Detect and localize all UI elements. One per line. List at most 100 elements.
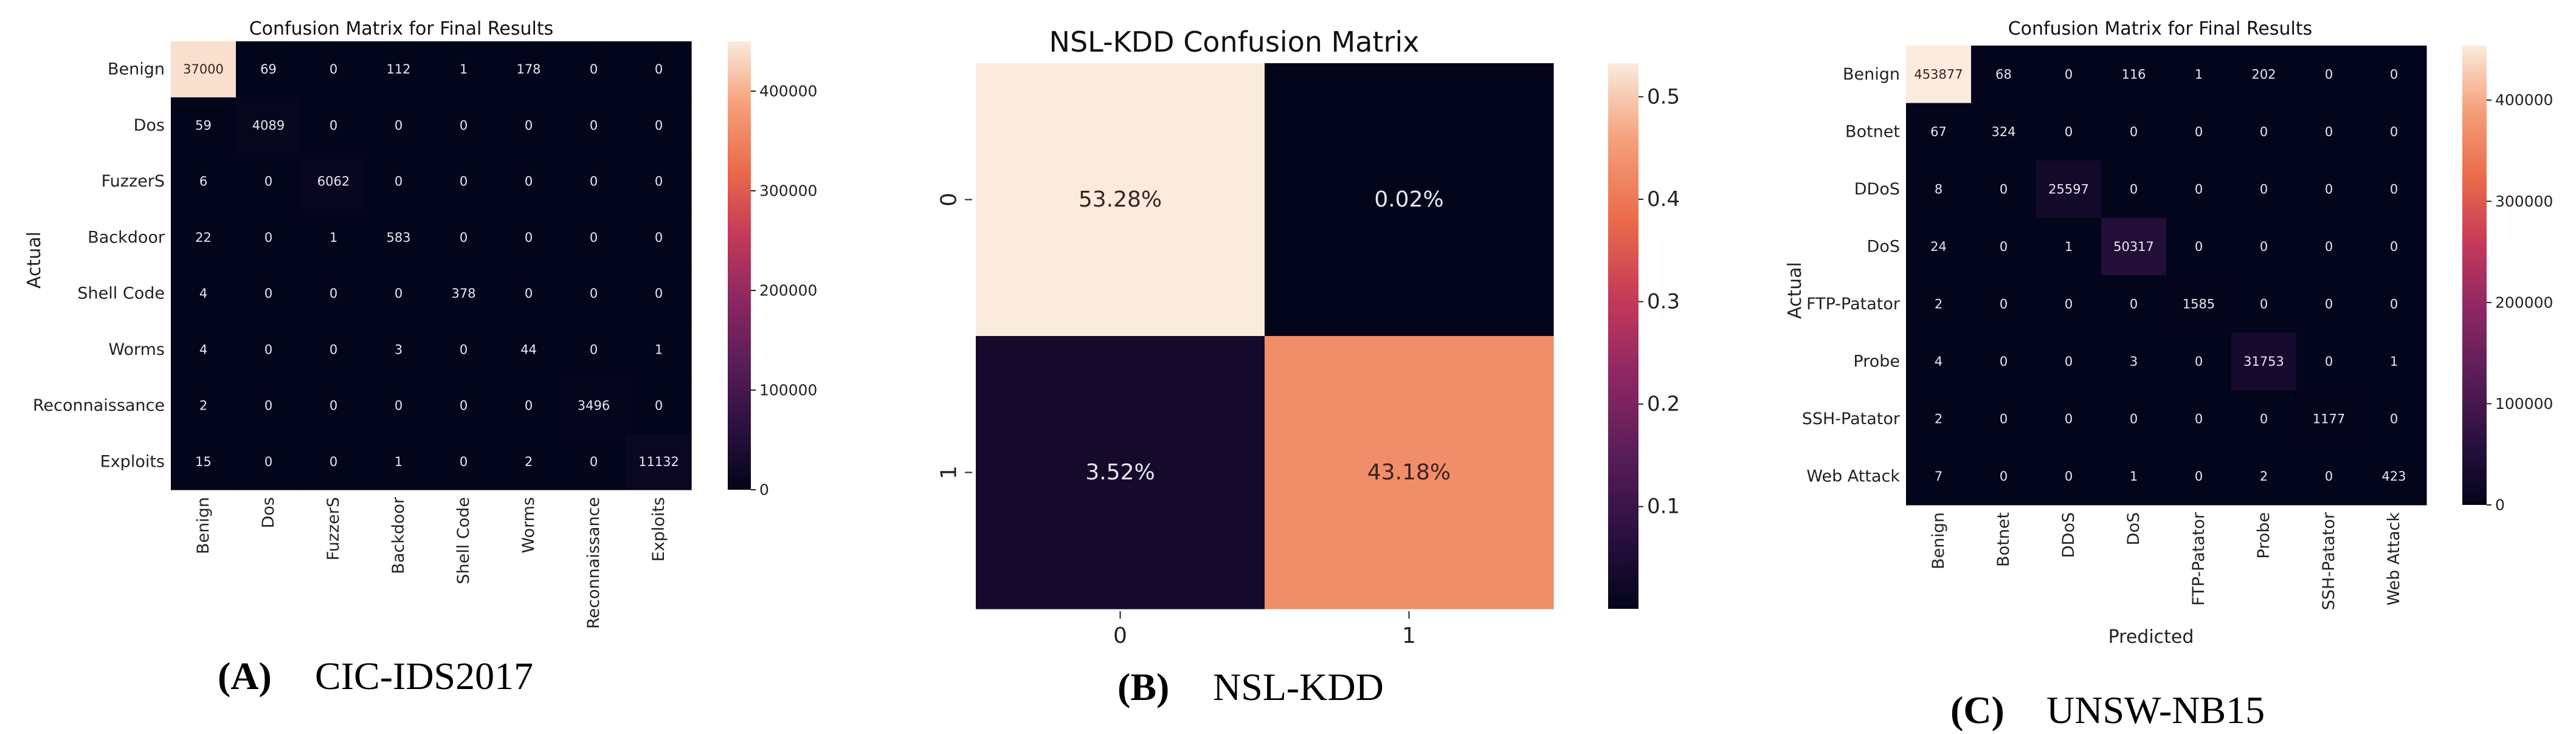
panel-a-colorbar-tick-label: 300000 [759, 182, 817, 200]
panel-a-row-label: Benign [108, 60, 165, 79]
panel-c-cell [2101, 275, 2167, 334]
panel-c-cell [1906, 103, 1972, 161]
panel-a-cell-value: 0 [655, 174, 663, 189]
panel-c-row-label: Probe [1853, 352, 1900, 371]
panel-c-cell-value: 453877 [1914, 67, 1963, 81]
panel-a-cell [171, 209, 237, 266]
panel-c-cell [2361, 103, 2427, 161]
panel-a-col-label: Worms [519, 497, 538, 554]
panel-c-row-label: Web Attack [1806, 467, 1900, 485]
panel-a-cell [626, 97, 692, 154]
panel-a-caption-letter: (A) [218, 654, 272, 698]
panel-c-cell-value: 0 [2130, 297, 2138, 311]
panel-b-cell-value: 0.02% [1374, 187, 1443, 212]
panel-c-cell [2361, 46, 2427, 104]
panel-a-row-label: Dos [134, 116, 165, 135]
panel-c-cell-value: 67 [1930, 125, 1947, 139]
panel-a-cell-value: 0 [590, 62, 598, 77]
panel-a-cell-value: 0 [330, 399, 337, 413]
panel-c-cell [2166, 160, 2232, 219]
panel-c-cell [1906, 447, 1972, 506]
panel-a-cell [171, 153, 237, 210]
panel-c-cell [2036, 218, 2102, 276]
panel-a-cell-value: 0 [264, 286, 272, 301]
panel-a-colorbar-tick-label: 200000 [759, 282, 817, 300]
panel-a-cell-value: 69 [260, 62, 277, 77]
panel-c-cell-value: 0 [2000, 411, 2008, 426]
panel-a-cell [301, 97, 367, 154]
panel-b-title: NSL-KDD Confusion Matrix [1049, 26, 1420, 58]
panel-c-cell-value: 0 [2390, 297, 2398, 311]
panel-b-cell-value: 3.52% [1085, 460, 1155, 485]
panel-c-cell [2036, 390, 2102, 448]
panel-a-cell [431, 97, 497, 154]
panel-c-row-label: DoS [1867, 237, 1900, 256]
panel-c-colorbar-tick-label: 200000 [2495, 293, 2553, 311]
panel-a-col-label: Backdoor [389, 496, 408, 574]
panel-b-row-label: 1 [937, 465, 962, 479]
panel-a-row-label: Backdoor [88, 228, 165, 247]
panel-a-cell [301, 41, 367, 98]
panel-c-cell [1906, 275, 1972, 334]
panel-c-cell-value: 0 [2325, 239, 2333, 254]
panel-a-cell-value: 4089 [252, 118, 285, 132]
panel-b-colorbar-ticks: 0.1 0.2 0.3 0.4 0.5 [1638, 84, 1680, 519]
panel-a: Confusion Matrix for Final Results Actua… [24, 18, 817, 698]
panel-c-cell [2361, 390, 2427, 448]
panel-b-colorbar-tick-label: 0.2 [1647, 392, 1680, 416]
panel-a-cell-value: 6 [199, 174, 207, 189]
panel-a-cell-value: 6062 [317, 174, 350, 189]
panel-a-cell [236, 377, 302, 434]
panel-c-colorbar [2462, 46, 2487, 505]
panel-a-cell [171, 266, 237, 322]
panel-a-col-label: Reconnaissance [584, 497, 603, 629]
panel-a-cell-value: 4 [199, 342, 207, 357]
panel-b-cell [1265, 336, 1554, 609]
panel-b-cell [976, 336, 1265, 609]
panel-a-cell-value: 178 [516, 62, 540, 77]
panel-a-cell-value: 0 [330, 342, 337, 357]
panel-c-cell [2166, 447, 2232, 506]
panel-a-cell-value: 0 [655, 230, 663, 245]
panel-c-cell-value: 0 [2065, 125, 2073, 139]
panel-c-col-label: DDoS [2059, 512, 2078, 558]
panel-a-cell-value: 583 [386, 230, 410, 245]
panel-c-cell-value: 8 [1935, 182, 1942, 196]
panel-c-cell-value: 1 [2130, 469, 2138, 484]
panel-a-col-label: Benign [194, 497, 213, 554]
panel-a-cell [496, 321, 562, 379]
panel-c-cell-value: 0 [2195, 125, 2203, 139]
panel-a-row-label: Worms [108, 340, 165, 359]
panel-c-cell-value: 0 [2065, 297, 2073, 311]
panel-c-cell-value: 2 [1935, 297, 1942, 311]
panel-c-col-label: Web Attack [2384, 512, 2403, 606]
panel-a-cell [366, 377, 432, 434]
panel-b-colorbar-tick-label: 0.1 [1647, 495, 1680, 519]
panel-c-cell [2036, 447, 2102, 506]
panel-c-cell-value: 0 [2260, 239, 2268, 254]
panel-c-cell [2166, 46, 2232, 104]
panel-a-cell [301, 153, 367, 210]
panel-a-col-label: FuzzerS [324, 497, 343, 560]
panel-c-cell [1906, 332, 1972, 391]
panel-c-cell [2231, 218, 2297, 276]
panel-a-col-label: Shell Code [454, 497, 473, 585]
panel-a-cell-value: 0 [264, 454, 272, 469]
panel-c-cell-value: 0 [2130, 411, 2138, 426]
panel-c-cell [2036, 160, 2102, 219]
panel-a-cell [171, 97, 237, 154]
panel-c-cell-value: 0 [2065, 67, 2073, 81]
panel-a-cell-value: 0 [395, 118, 402, 132]
panel-c-cell-value: 25597 [2048, 182, 2089, 196]
panel-b-cell [976, 63, 1265, 337]
panel-c-cell-value: 0 [2000, 469, 2008, 484]
panel-c-cell-value: 2 [1935, 411, 1942, 426]
panel-b-row-label: 0 [937, 193, 962, 207]
panel-a-cell [431, 41, 497, 98]
panel-a-cell [366, 321, 432, 379]
panel-a-row-label: FuzzerS [102, 172, 165, 191]
panel-c-cell-value: 0 [2325, 182, 2333, 196]
panel-c-row-label: Botnet [1845, 122, 1900, 141]
panel-a-cell-value: 1 [460, 62, 468, 77]
